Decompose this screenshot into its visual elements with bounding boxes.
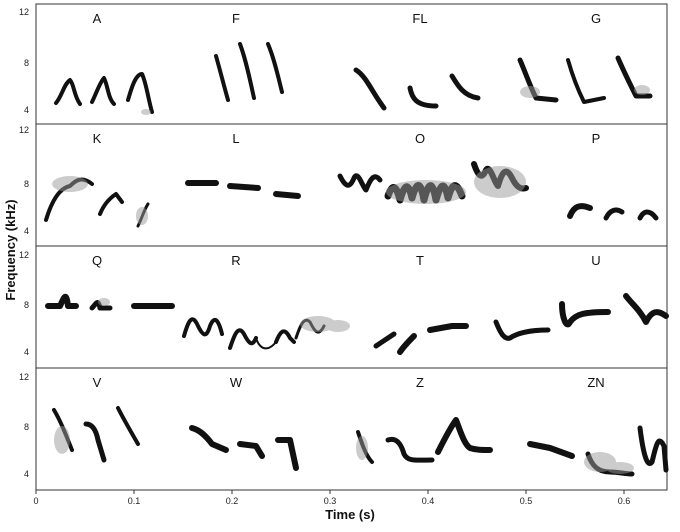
panel-row-3: 12 8 4 Q R T U (19, 245, 669, 369)
y-axis-label: Frequency (kHz) (3, 199, 18, 300)
syllable-label-K: K (93, 131, 102, 146)
syllable-label-W: W (230, 375, 243, 390)
x-tick-0.2: 0.2 (226, 496, 239, 506)
panel-row-1: 12 8 4 A F FL G (19, 3, 668, 125)
x-tick-0: 0 (33, 496, 38, 506)
syllable-smudges (141, 85, 650, 115)
x-tick-0.4: 0.4 (422, 496, 435, 506)
syllable-label-U: U (591, 253, 600, 268)
y-tick-4: 4 (24, 347, 29, 357)
syllable-label-O: O (415, 131, 425, 146)
syllable-label-Q: Q (92, 253, 102, 268)
syllable-label-F: F (232, 11, 240, 26)
syllable-label-P: P (592, 131, 601, 146)
y-tick-12: 12 (19, 125, 29, 135)
panel-frame (35, 3, 668, 125)
panel-row-2: 12 8 4 K L O P (19, 123, 668, 247)
syllable-label-T: T (416, 253, 424, 268)
x-axis-label: Time (s) (325, 507, 375, 522)
y-tick-8: 8 (24, 58, 29, 68)
panel-row-4: 12 8 4 V W Z ZN (19, 367, 669, 491)
syllable-label-L: L (232, 131, 239, 146)
syllable-label-Z: Z (416, 375, 424, 390)
syllable-smudges (52, 166, 526, 225)
panel-frame (35, 245, 668, 369)
syllable-label-G: G (591, 11, 601, 26)
y-tick-12: 12 (19, 250, 29, 260)
y-tick-12: 12 (19, 372, 29, 382)
y-tick-8: 8 (24, 300, 29, 310)
syllable-label-ZN: ZN (587, 375, 604, 390)
x-tick-0.5: 0.5 (520, 496, 533, 506)
syllable-label-FL: FL (412, 11, 427, 26)
y-tick-4: 4 (24, 469, 29, 479)
panel-frame (35, 367, 668, 491)
y-tick-12: 12 (19, 7, 29, 17)
x-tick-0.3: 0.3 (324, 496, 337, 506)
syllable-label-V: V (93, 375, 102, 390)
syllable-smudges (98, 298, 350, 332)
y-tick-8: 8 (24, 422, 29, 432)
x-tick-0.1: 0.1 (128, 496, 141, 506)
syllable-label-R: R (231, 253, 240, 268)
syllable-label-A: A (93, 11, 102, 26)
syllable-smudges (54, 426, 634, 474)
y-tick-4: 4 (24, 226, 29, 236)
y-tick-8: 8 (24, 179, 29, 189)
y-tick-4: 4 (24, 105, 29, 115)
x-axis (35, 490, 625, 494)
syllable-traces (54, 42, 653, 114)
syllable-traces (45, 293, 669, 355)
x-tick-0.6: 0.6 (618, 496, 631, 506)
